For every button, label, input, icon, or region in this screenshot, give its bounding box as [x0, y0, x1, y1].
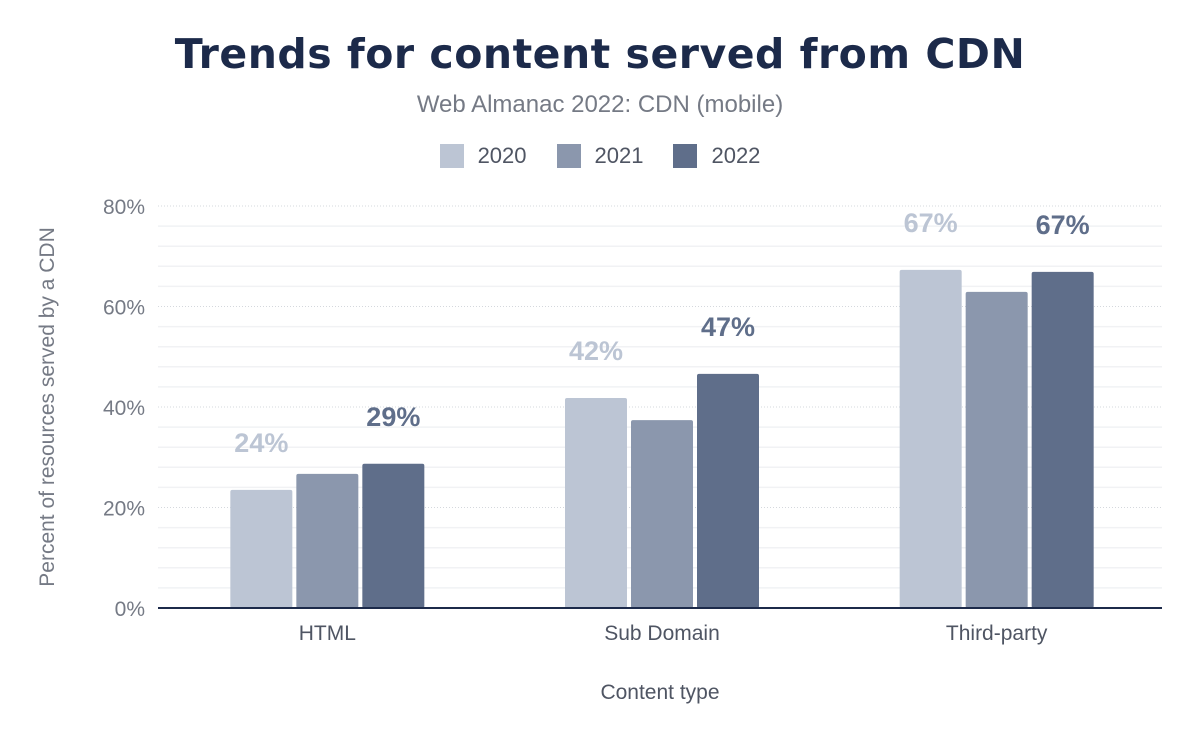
chart-subtitle: Web Almanac 2022: CDN (mobile) [416, 91, 784, 118]
legend-swatch [673, 144, 698, 168]
data-label: 67% [904, 208, 958, 238]
bar-2021 [965, 291, 1028, 608]
x-axis-label: Content type [600, 681, 719, 704]
data-label: 24% [234, 428, 288, 458]
legend-label: 2020 [477, 143, 527, 168]
bar-2021 [296, 473, 359, 608]
y-axis-label: Percent of resources served by a CDN [36, 227, 59, 586]
bar-2022 [1031, 271, 1094, 608]
bar-2020 [230, 489, 293, 608]
y-tick-label: 0% [115, 598, 145, 621]
data-label: 42% [569, 336, 623, 366]
data-label: 67% [1036, 210, 1090, 240]
data-label: 47% [701, 312, 755, 342]
y-tick-label: 60% [103, 297, 145, 320]
bar-2020 [565, 397, 627, 608]
legend-item[interactable]: 2020 [439, 143, 527, 169]
legend-swatch [439, 144, 464, 168]
bar-2022 [362, 463, 425, 608]
legend-label: 2021 [594, 143, 644, 168]
legend-label: 2022 [711, 143, 761, 168]
legend-item[interactable]: 2022 [673, 143, 760, 169]
y-tick-label: 40% [103, 397, 145, 420]
legend: 2020 2021 2022 [0, 143, 1200, 169]
bar-2022 [697, 373, 759, 608]
legend-swatch [556, 144, 581, 168]
bar-2020 [899, 269, 962, 608]
y-tick-label: 80% [103, 196, 145, 219]
x-tick-label: Sub Domain [604, 622, 720, 645]
data-label: 29% [366, 402, 420, 432]
x-tick-label: HTML [299, 622, 356, 645]
legend-item[interactable]: 2021 [556, 143, 644, 169]
chart-title: Trends for content served from CDN [174, 30, 1026, 78]
x-tick-label: Third-party [946, 622, 1048, 645]
y-tick-label: 20% [103, 498, 145, 521]
bar-2021 [631, 420, 693, 608]
